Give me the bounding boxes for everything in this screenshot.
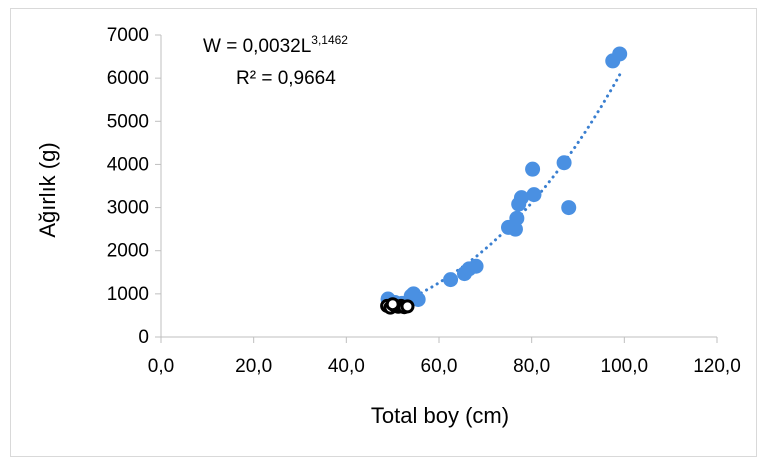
data-point	[556, 155, 572, 171]
x-tick-label: 40,0	[328, 356, 365, 377]
svg-text:W = 0,0032L3,1462: W = 0,0032L3,1462	[203, 33, 348, 57]
chart-frame	[10, 8, 757, 457]
axes: 0,0 20,0 40,0 60,0 80,0 100,0 120,0 0 1000 2000 30…	[107, 25, 741, 377]
data-point	[612, 46, 628, 62]
trendline-path	[386, 73, 622, 310]
data-points	[380, 46, 628, 315]
y-tick-label: 4000	[107, 154, 149, 175]
x-axis-label: Total boy (cm)	[371, 403, 509, 428]
data-point	[525, 161, 541, 177]
x-tick-label: 20,0	[235, 356, 272, 377]
x-tick-label: 100,0	[601, 356, 649, 377]
data-point	[443, 272, 459, 288]
data-point	[526, 187, 542, 203]
y-tick-label: 6000	[107, 68, 149, 89]
y-tick-label: 7000	[107, 25, 149, 46]
trendline-equation: W = 0,0032L3,1462 R² = 0,9664	[203, 33, 348, 89]
r-squared-label: R² = 0,9664	[236, 68, 336, 89]
y-axis-label: Ağırlık (g)	[35, 142, 60, 237]
x-tick-label: 120,0	[693, 356, 741, 377]
data-point-dark	[385, 297, 400, 312]
x-tick-label: 60,0	[421, 356, 458, 377]
y-tick-label: 0	[138, 327, 149, 348]
data-point	[509, 210, 525, 226]
y-axis-title: Ağırlık (g)	[35, 142, 60, 237]
y-tick-label: 3000	[107, 198, 149, 219]
trendline	[386, 73, 622, 310]
data-point	[561, 200, 577, 216]
data-point	[513, 190, 529, 206]
y-tick-label: 5000	[107, 111, 149, 132]
equation-main: W = 0,0032L	[203, 36, 311, 57]
y-tick-label: 1000	[107, 284, 149, 305]
equation-exponent: 3,1462	[311, 33, 348, 47]
data-point	[468, 258, 484, 274]
data-point-dark	[400, 299, 415, 314]
x-tick-label: 0,0	[148, 356, 174, 377]
x-tick-label: 80,0	[513, 356, 550, 377]
y-tick-label: 2000	[107, 241, 149, 262]
